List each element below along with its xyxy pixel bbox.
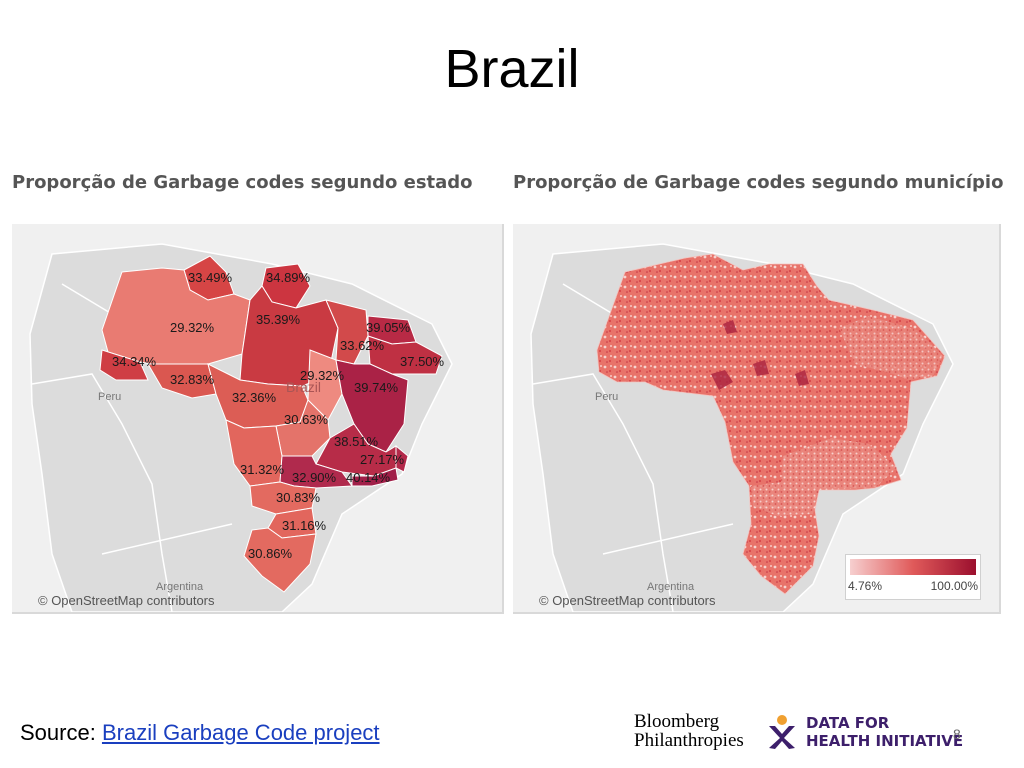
state-acre[interactable]: [99, 349, 149, 381]
state-parana[interactable]: [249, 481, 317, 515]
state-value-label: 33.62%: [340, 338, 385, 353]
logo-text-line: Philanthropies: [634, 730, 744, 751]
data-for-health-logo: DATA FOR HEALTH INITIATIVE: [806, 714, 963, 750]
state-tocantins[interactable]: [307, 349, 343, 421]
left-map-title: Proporção de Garbage codes segundo estad…: [12, 172, 473, 193]
legend-max-label: 100.00%: [930, 579, 978, 593]
state-value-label: 32.36%: [232, 390, 277, 405]
state-value-label: 40.14%: [346, 470, 391, 485]
state-value-label: 30.86%: [248, 546, 293, 561]
dense-municipalities-south: [751, 438, 897, 516]
center-label: Brazil: [286, 379, 321, 395]
state-value-label: 30.63%: [284, 412, 329, 427]
state-value-label: 31.16%: [282, 518, 327, 533]
state-bahia[interactable]: [335, 359, 409, 453]
logo-text-line: HEALTH INITIATIVE: [806, 732, 964, 750]
state-value-label: 35.39%: [256, 312, 301, 327]
right-map-title: Proporção de Garbage codes segundo munic…: [513, 172, 1004, 193]
state-espirito-santo[interactable]: [395, 444, 409, 473]
state-rio-grande-do-sul[interactable]: [243, 527, 317, 593]
logo-text-line: DATA FOR: [806, 714, 890, 732]
state-value-label: 33.49%: [188, 270, 233, 285]
map-credit: © OpenStreetMap contributors: [539, 593, 716, 608]
state-rio-de-janeiro[interactable]: [351, 467, 399, 487]
state-value-label: 29.32%: [300, 368, 345, 383]
state-value-label: 30.83%: [276, 490, 321, 505]
state-value-label: 34.89%: [266, 270, 311, 285]
source-link[interactable]: Brazil Garbage Code project: [101, 720, 380, 745]
country-label-argentina: Argentina: [156, 581, 204, 593]
country-borders: [31, 283, 233, 612]
d4h-cross-icon: [769, 715, 795, 749]
municipality-map-svg: Peru Argentina: [530, 243, 954, 612]
source-label: Source:: [20, 720, 96, 745]
state-value-label: 32.83%: [170, 372, 215, 387]
country-label-argentina: Argentina: [647, 581, 695, 593]
page-number: 8: [953, 726, 961, 742]
dense-municipalities-northeast: [839, 316, 943, 380]
source-line: Source: Brazil Garbage Code project: [20, 720, 380, 746]
state-map-svg: Peru Argentina Brazil 33.49% 34.89% 29.3…: [29, 243, 453, 612]
map-credit: © OpenStreetMap contributors: [38, 593, 215, 608]
dark-municipality-cluster: [711, 320, 809, 390]
state-value-label: 39.74%: [354, 380, 399, 395]
state-value-label: 34.34%: [112, 354, 157, 369]
state-value-label: 39.05%: [366, 320, 411, 335]
state-value-label: 27.17%: [360, 452, 405, 467]
bloomberg-philanthropies-logo: Bloomberg Philanthropies: [634, 712, 744, 750]
state-rondonia[interactable]: [147, 363, 217, 399]
logo-text-line: Bloomberg: [634, 711, 720, 732]
legend-gradient: [850, 559, 976, 575]
state-value-label: 32.90%: [292, 470, 337, 485]
state-value-label: 29.32%: [170, 320, 215, 335]
state-map[interactable]: Peru Argentina Brazil 33.49% 34.89% 29.3…: [12, 224, 504, 614]
state-value-label: 31.32%: [240, 462, 285, 477]
country-label-peru: Peru: [98, 391, 121, 403]
legend-min-label: 4.76%: [848, 579, 883, 593]
color-legend: 4.76% 100.00%: [845, 554, 981, 600]
slide-title: Brazil: [444, 39, 580, 99]
state-amazonas[interactable]: [101, 267, 251, 369]
country-label-peru: Peru: [595, 391, 618, 403]
country-borders: [532, 283, 734, 612]
state-value-label: 37.50%: [400, 354, 445, 369]
municipality-map[interactable]: Peru Argentina © OpenStreetMap contribut…: [513, 224, 1001, 614]
state-value-label: 38.51%: [334, 434, 379, 449]
